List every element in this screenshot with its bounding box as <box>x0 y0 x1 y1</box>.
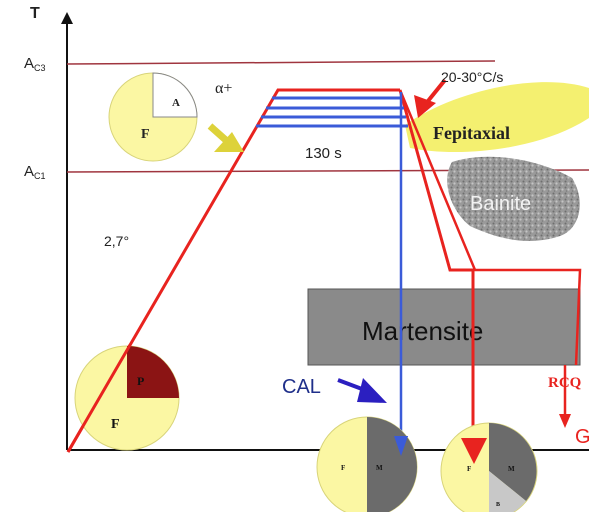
pie-bottom-right-f-label: F <box>467 465 471 473</box>
martensite-label: Martensite <box>362 316 483 346</box>
cooling-rate-arrow-icon <box>414 95 436 118</box>
transformation-arrow <box>207 123 231 145</box>
pie-bottom-center: F M <box>316 416 418 512</box>
cal-label: CAL <box>282 376 321 398</box>
martensite-region <box>307 288 581 366</box>
cooling-path-fast <box>398 89 582 366</box>
cooling-path-fast-arrow-icon <box>559 414 571 428</box>
pie-upper-left: A F <box>108 72 198 162</box>
heating-path-overlay <box>66 344 132 453</box>
cal-cooling-arrow-tip-icon <box>394 436 408 456</box>
heating-rate-label: 2,7° <box>104 233 129 249</box>
pie-lower-left-p-label: P <box>137 374 144 388</box>
fepitaxial-region <box>405 82 589 153</box>
hold-time-label: 130 s <box>305 145 342 162</box>
ac1-label: AC1 <box>24 163 46 181</box>
pie-lower-left-f-label: F <box>111 417 120 432</box>
cooling-rate-arrow <box>426 78 447 103</box>
fepitaxial-label: Fepitaxial <box>433 123 510 143</box>
temperature-axis-label: T <box>30 5 40 22</box>
bainite-label: Bainite <box>470 193 531 215</box>
pie-bottom-center-m-label: M <box>376 464 383 472</box>
g-label: G <box>575 426 589 448</box>
pie-upper-left-f-label: F <box>141 127 150 142</box>
pie-lower-left: P F <box>74 345 180 451</box>
bainite-region <box>447 156 580 241</box>
pie-upper-left-a-label: A <box>172 97 180 109</box>
ac3-line <box>66 60 496 65</box>
cooling-path-slow-tip-icon <box>461 438 487 464</box>
cooling-rate-label: 20-30°C/s <box>441 69 503 85</box>
heating-path <box>66 88 400 453</box>
alpha-plus-label: α+ <box>215 80 232 97</box>
transformation-arrow-icon <box>214 132 244 152</box>
temperature-axis-arrow-icon <box>61 12 73 24</box>
pie-bottom-right: F M B <box>440 422 538 512</box>
pie-bottom-center-f-label: F <box>341 464 345 472</box>
ac3-label: AC3 <box>24 55 46 73</box>
pie-bottom-right-b-label: B <box>496 502 500 508</box>
rcq-label: RCQ <box>548 375 582 391</box>
cal-pointer-arrow-icon <box>357 378 387 403</box>
cooling-path-slow <box>398 89 475 440</box>
pie-bottom-right-m-label: M <box>508 465 515 473</box>
